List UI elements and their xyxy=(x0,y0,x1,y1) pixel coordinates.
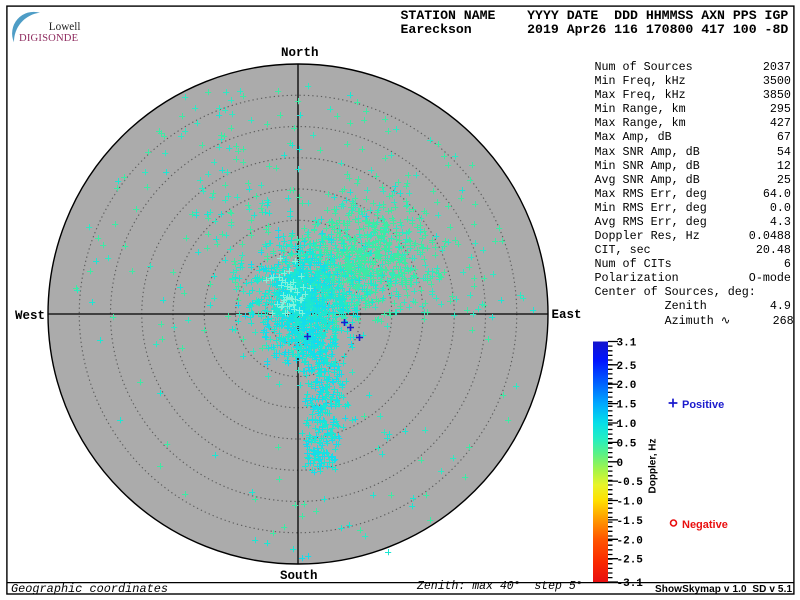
svg-text:-1.0: -1.0 xyxy=(617,497,643,509)
svg-text:-2.5: -2.5 xyxy=(617,555,644,567)
svg-text:0.5: 0.5 xyxy=(617,438,637,450)
svg-text:-2.0: -2.0 xyxy=(617,535,643,547)
svg-text:-3.1: -3.1 xyxy=(617,578,644,590)
svg-text:-1.5: -1.5 xyxy=(617,516,644,528)
svg-text:3.1: 3.1 xyxy=(617,338,637,350)
svg-text:1.0: 1.0 xyxy=(617,419,637,431)
svg-text:2.5: 2.5 xyxy=(617,361,637,373)
svg-text:1.5: 1.5 xyxy=(617,400,637,412)
svg-text:2.0: 2.0 xyxy=(617,380,637,392)
svg-text:-0.5: -0.5 xyxy=(617,477,644,489)
svg-text:Doppler, Hz: Doppler, Hz xyxy=(648,438,659,493)
svg-text:0: 0 xyxy=(617,458,624,470)
